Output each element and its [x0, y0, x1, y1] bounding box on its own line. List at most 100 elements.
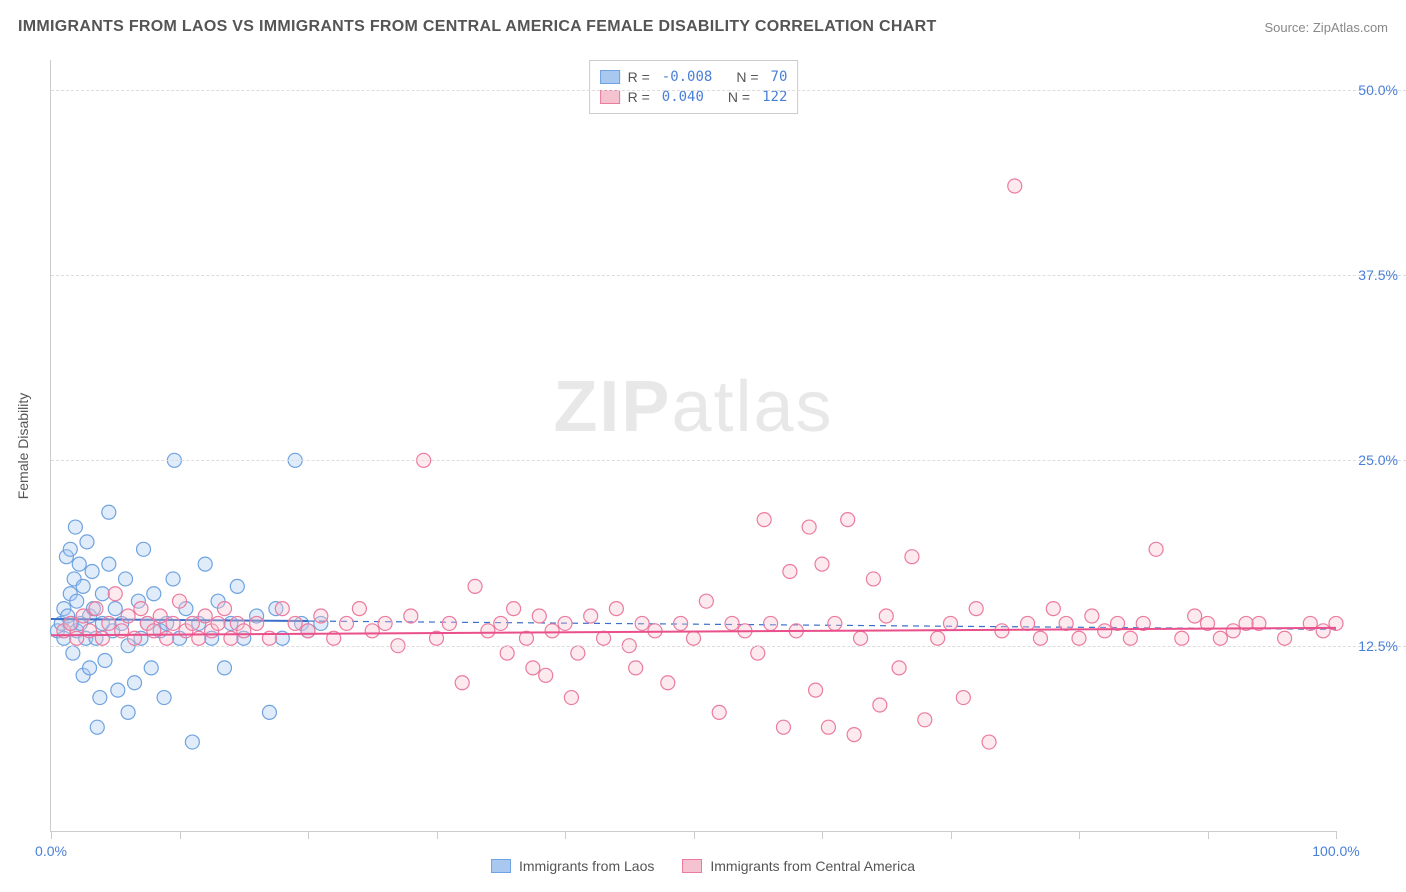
data-point [1021, 616, 1035, 630]
data-point [841, 513, 855, 527]
data-point [144, 661, 158, 675]
data-point [783, 565, 797, 579]
x-tick [565, 831, 566, 839]
data-point [1123, 631, 1137, 645]
chart-plot-area: ZIPatlas Female Disability R =-0.008 N =… [50, 60, 1336, 832]
data-point [956, 691, 970, 705]
data-point [147, 624, 161, 638]
grid-line [51, 90, 1406, 91]
data-point [539, 668, 553, 682]
data-point [340, 616, 354, 630]
data-point [944, 616, 958, 630]
data-point [905, 550, 919, 564]
legend-series-label: Immigrants from Laos [519, 858, 654, 874]
data-point [584, 609, 598, 623]
data-point [160, 631, 174, 645]
y-tick-label: 50.0% [1358, 82, 1398, 98]
data-point [481, 624, 495, 638]
data-point [108, 602, 122, 616]
legend-series-item: Immigrants from Laos [491, 858, 654, 874]
data-point [931, 631, 945, 645]
data-point [173, 594, 187, 608]
data-point [198, 609, 212, 623]
data-point [629, 661, 643, 675]
data-point [134, 602, 148, 616]
data-point [95, 631, 109, 645]
data-point [1188, 609, 1202, 623]
data-point [982, 735, 996, 749]
x-tick [180, 831, 181, 839]
x-tick [437, 831, 438, 839]
data-point [809, 683, 823, 697]
data-point [873, 698, 887, 712]
data-point [725, 616, 739, 630]
data-point [198, 557, 212, 571]
data-point [76, 579, 90, 593]
data-point [545, 624, 559, 638]
data-point [1033, 631, 1047, 645]
x-tick [1336, 831, 1337, 839]
data-point [532, 609, 546, 623]
data-point [764, 616, 778, 630]
data-point [802, 520, 816, 534]
data-point [237, 624, 251, 638]
data-point [72, 557, 86, 571]
data-point [288, 616, 302, 630]
data-point [217, 661, 231, 675]
series-legend: Immigrants from Laos Immigrants from Cent… [491, 858, 915, 874]
data-point [751, 646, 765, 660]
data-point [854, 631, 868, 645]
data-point [815, 557, 829, 571]
grid-line [51, 460, 1406, 461]
y-tick-label: 37.5% [1358, 267, 1398, 283]
data-point [66, 646, 80, 660]
data-point [147, 587, 161, 601]
data-point [185, 616, 199, 630]
data-point [507, 602, 521, 616]
data-point [128, 631, 142, 645]
data-point [1213, 631, 1227, 645]
data-point [111, 683, 125, 697]
data-point [674, 616, 688, 630]
data-point [128, 676, 142, 690]
data-point [89, 602, 103, 616]
x-tick-label: 0.0% [35, 843, 67, 859]
data-point [76, 609, 90, 623]
data-point [455, 676, 469, 690]
data-point [821, 720, 835, 734]
legend-swatch [491, 859, 511, 873]
data-point [93, 691, 107, 705]
data-point [687, 631, 701, 645]
data-point [98, 653, 112, 667]
data-point [102, 557, 116, 571]
data-point [70, 594, 84, 608]
data-point [166, 572, 180, 586]
data-point [378, 616, 392, 630]
data-point [230, 579, 244, 593]
y-tick-label: 25.0% [1358, 452, 1398, 468]
data-point [558, 616, 572, 630]
data-point [90, 720, 104, 734]
scatter-plot [51, 60, 1336, 831]
data-point [1072, 631, 1086, 645]
data-point [365, 624, 379, 638]
data-point [211, 616, 225, 630]
data-point [1046, 602, 1060, 616]
data-point [442, 616, 456, 630]
data-point [1059, 616, 1073, 630]
legend-swatch [682, 859, 702, 873]
data-point [85, 565, 99, 579]
x-tick [694, 831, 695, 839]
data-point [262, 705, 276, 719]
legend-series-item: Immigrants from Central America [682, 858, 915, 874]
data-point [301, 624, 315, 638]
data-point [1085, 609, 1099, 623]
data-point [63, 542, 77, 556]
data-point [217, 602, 231, 616]
data-point [102, 616, 116, 630]
data-point [157, 691, 171, 705]
data-point [494, 616, 508, 630]
data-point [404, 609, 418, 623]
data-point [847, 728, 861, 742]
data-point [1316, 624, 1330, 638]
